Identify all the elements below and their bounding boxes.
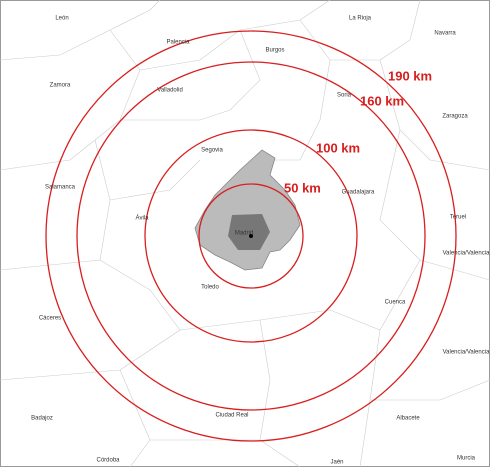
place-label: Guadalajara xyxy=(342,190,375,196)
ring-label: 160 km xyxy=(360,93,404,108)
place-label: Cáceres xyxy=(39,316,61,322)
distance-ring xyxy=(198,183,304,289)
ring-label: 190 km xyxy=(388,68,432,83)
place-label: Toledo xyxy=(201,285,219,291)
place-label: Murcia xyxy=(457,456,476,462)
place-label: La Rioja xyxy=(349,16,372,22)
place-label: Zamora xyxy=(50,83,71,89)
place-label: Badajoz xyxy=(31,416,53,422)
distance-ring xyxy=(76,61,426,411)
ring-label: 50 km xyxy=(284,180,321,195)
place-label: Segovia xyxy=(201,148,223,154)
madrid-urban-area xyxy=(228,214,270,250)
place-label: León xyxy=(55,16,68,22)
place-label: Córdoba xyxy=(96,458,120,464)
place-label: Navarra xyxy=(434,31,456,37)
place-label: Salamanca xyxy=(45,185,76,191)
labels: 50 km 100 km 160 km 190 km León La Rioja Navar… xyxy=(31,16,490,466)
distance-ring xyxy=(144,129,358,343)
ring-label: 100 km xyxy=(316,140,360,155)
place-label: Palencia xyxy=(166,40,190,46)
place-label: Burgos xyxy=(265,48,284,54)
place-label: Valencia/Valencia xyxy=(443,251,490,257)
place-label: Teruel xyxy=(450,215,466,221)
place-label: Ciudad Real xyxy=(215,413,248,419)
place-label: Ávila xyxy=(135,215,149,222)
place-label: Soria xyxy=(337,93,352,99)
distance-rings xyxy=(45,30,457,442)
place-label: Madrid xyxy=(235,231,253,237)
madrid-point xyxy=(249,234,253,238)
place-label: Valladolid xyxy=(157,88,183,94)
place-label: Zaragoza xyxy=(442,114,468,120)
place-label: Jaén xyxy=(330,460,343,466)
place-label: Valencia/Valencia xyxy=(443,350,490,356)
place-label: Albacete xyxy=(396,416,420,422)
place-label: Cuenca xyxy=(385,300,406,306)
distance-ring xyxy=(45,30,457,442)
